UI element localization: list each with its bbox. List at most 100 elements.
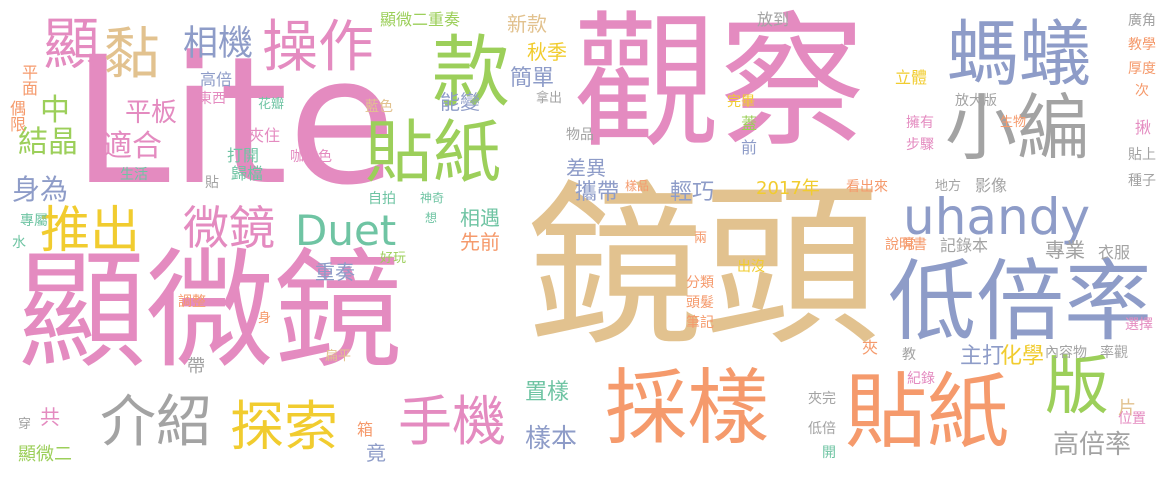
word-cai-yang: 採樣	[605, 361, 770, 456]
word-xian-wei-jing: 顯微鏡	[18, 237, 403, 386]
word-xian-qian: 先前	[460, 230, 500, 254]
word-ou-xian: 偶限	[7, 100, 26, 132]
word-liang: 兩	[694, 231, 708, 246]
word-jia: 夾	[862, 338, 879, 357]
word-xian: 顯	[34, 14, 99, 70]
word-na-chu: 拿出	[536, 91, 563, 106]
word-jiao-xue: 教學	[1128, 37, 1156, 53]
word-shi-he: 適合	[102, 129, 162, 164]
word-shen-qi: 神奇	[420, 191, 445, 205]
word-shui: 水	[12, 235, 26, 251]
word-wan-bi: 完畢	[727, 94, 755, 110]
word-xie-dai: 攜帶	[575, 180, 620, 205]
word-pian: 片	[1118, 398, 1136, 419]
word-chang: 常	[902, 237, 916, 253]
word-jia-zhu: 夾住	[248, 126, 281, 145]
word-chong-zou: 重奏	[315, 260, 355, 284]
word-ying-xiang: 影像	[975, 176, 1008, 195]
word-xiang-box: 箱	[357, 420, 374, 439]
word-lan-se: 藍色	[365, 99, 393, 115]
word-bi-ji: 筆記	[686, 315, 714, 331]
word-chuan: 穿	[18, 417, 32, 432]
word-jian-dan: 簡單	[510, 66, 555, 91]
word-tou-fa: 頭髮	[686, 295, 714, 311]
word-zhuan-ye: 專業	[1045, 238, 1085, 262]
word-guan-cha: 觀察	[573, 0, 865, 168]
word-zhong-zi: 種子	[1128, 173, 1156, 189]
word-fang-da-ban: 放大版	[955, 93, 997, 109]
word-nian: 黏	[94, 24, 159, 80]
word-hou-du: 厚度	[1128, 61, 1156, 77]
word-guang-jiao: 廣角	[1128, 13, 1156, 29]
word-wu-pin: 物品	[566, 127, 594, 143]
word-duet: Duet	[295, 206, 397, 255]
word-kai: 開	[822, 445, 836, 461]
word-hua-ban: 花瓣	[258, 97, 285, 112]
word-jing: 竟	[366, 441, 386, 465]
word-ka-fei-se: 咖啡色	[290, 149, 332, 165]
word-hua-xue: 化學	[1000, 344, 1045, 369]
word-xian-wei-er: 顯微二	[18, 444, 72, 465]
word-shou-ji: 手機	[398, 390, 506, 453]
word-bian-ping: 扁平	[325, 349, 352, 364]
word-tui-chu: 推出	[40, 201, 140, 259]
word-lite: Lite	[72, 19, 397, 224]
word-zhi-yang: 置樣	[525, 380, 570, 405]
word-xiao-bian: 小編	[945, 86, 1090, 170]
word-xiang-yu: 相遇	[460, 206, 500, 230]
word-yong-you: 擁有	[906, 115, 934, 131]
word-da-kai: 打開	[227, 146, 260, 165]
word-ji-lu: 紀錄	[907, 371, 935, 387]
word-kan-chu-lai: 看出來	[846, 179, 888, 195]
word-ping-mian: 平面	[19, 64, 38, 96]
word-tie-zhi-orange: 貼紙	[845, 365, 1010, 460]
word-kuan: 款	[432, 28, 511, 118]
word-sheng-huo: 生活	[120, 167, 148, 183]
word-fang-dao: 放到	[757, 10, 790, 29]
word-neng-bian: 能變	[440, 90, 480, 114]
word-wei-jing: 微鏡	[183, 201, 275, 255]
word-shen: 身	[258, 311, 272, 326]
word-tan-suo: 探索	[230, 395, 338, 458]
word-di-bei: 低倍	[808, 421, 836, 437]
word-lu-guan: 率觀	[1100, 345, 1128, 361]
word-tie-shang: 貼上	[1128, 147, 1156, 163]
word-dai: 帶	[184, 356, 205, 374]
word-jie-jing: 結晶	[18, 125, 78, 160]
word-gao-bei-small: 高倍	[200, 70, 233, 89]
word-sheng-wu: 生物	[1000, 115, 1027, 130]
word-xin-kuan: 新款	[507, 12, 547, 36]
word-dong-xi: 東西	[198, 91, 226, 107]
word-gong: 共	[40, 405, 60, 429]
word-di-fang: 地方	[935, 179, 962, 194]
word-ji-lu-ben: 記錄本	[940, 236, 989, 255]
word-jie-shao: 介紹	[100, 390, 212, 455]
word-bu-zhou: 步驟	[906, 137, 934, 153]
word-fen-lei: 分類	[686, 275, 714, 291]
word-qiu-ji: 秋季	[527, 40, 567, 64]
word-shen-wei: 身為	[12, 173, 69, 206]
word-yang-pin: 樣品	[625, 179, 650, 193]
word-wei-zhi: 位置	[1118, 411, 1146, 427]
word-xiang: 想	[425, 211, 438, 225]
word-li-ti: 立體	[895, 68, 928, 87]
word-shuo-ming-shu: 說明書	[885, 237, 927, 253]
word-di-bei-lu: 低倍率	[888, 250, 1153, 353]
word-jia-wan: 夾完	[808, 391, 836, 407]
word-zi-pai: 自拍	[368, 191, 396, 207]
word-ci: 次	[1135, 83, 1149, 99]
word-cao-zuo: 操作	[262, 15, 374, 80]
word-gai: 蓋	[741, 114, 758, 133]
word-gao-bei-lu: 高倍率	[1053, 430, 1132, 460]
word-ping-ban: 平板	[125, 98, 178, 128]
word-zhong: 中	[40, 93, 70, 128]
word-xian-wei-er-chong-zou: 顯微二重奏	[380, 10, 461, 29]
word-ban: 版	[1045, 350, 1109, 424]
word-nei-rong-wu: 內容物	[1045, 345, 1087, 361]
word-jing-tou: 鏡頭	[527, 165, 880, 370]
word-qing-qiao: 輕巧	[670, 180, 715, 205]
word-xiang-ji: 相機	[183, 24, 254, 64]
word-zhuan-shu: 專屬	[20, 213, 48, 229]
word-ma-yi: 螞蟻	[947, 12, 1092, 96]
word-gui-dang: 歸檔	[231, 164, 264, 183]
